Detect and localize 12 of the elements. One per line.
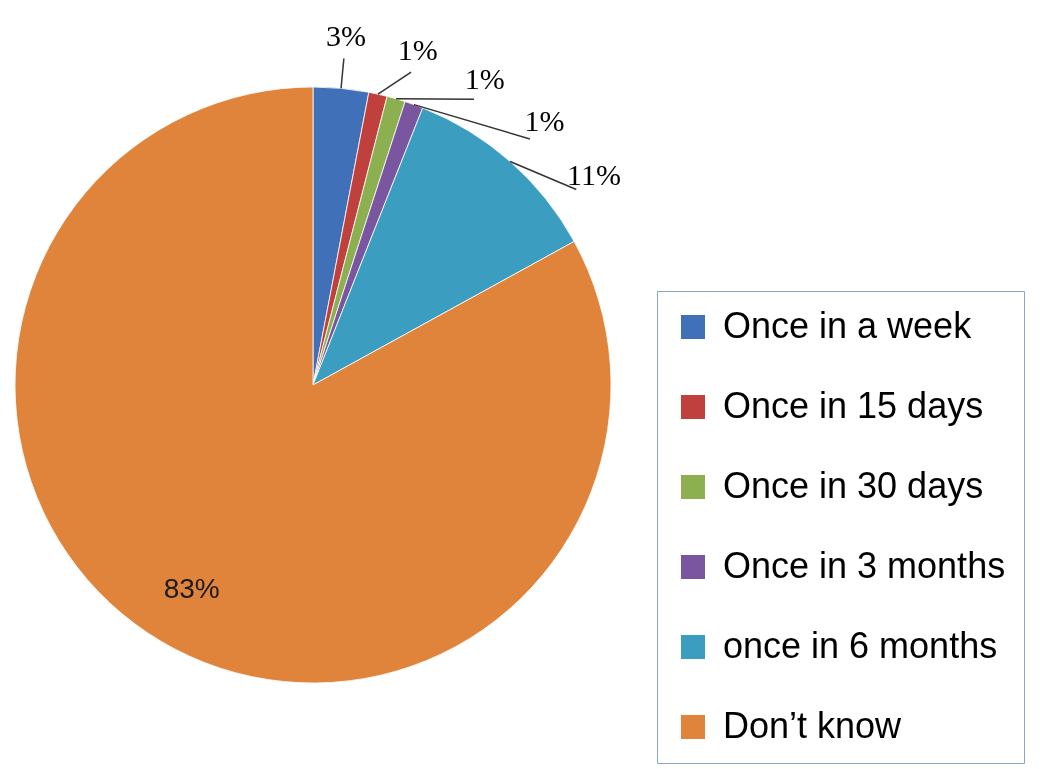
legend-label: Once in 15 days	[723, 385, 984, 426]
data-label: 1%	[464, 62, 505, 96]
legend-label: Once in 30 days	[723, 465, 984, 506]
data-label: 83%	[163, 573, 220, 605]
data-label: 11%	[567, 158, 621, 192]
legend-label: Don’t know	[723, 705, 903, 746]
data-label: 1%	[397, 33, 438, 67]
legend-label: Once in a week	[723, 305, 973, 346]
data-label: 1%	[524, 104, 565, 138]
data-label: 3%	[325, 18, 366, 52]
legend-label: Once in 3 months	[723, 545, 1006, 586]
legend-label: once in 6 months	[723, 625, 998, 666]
